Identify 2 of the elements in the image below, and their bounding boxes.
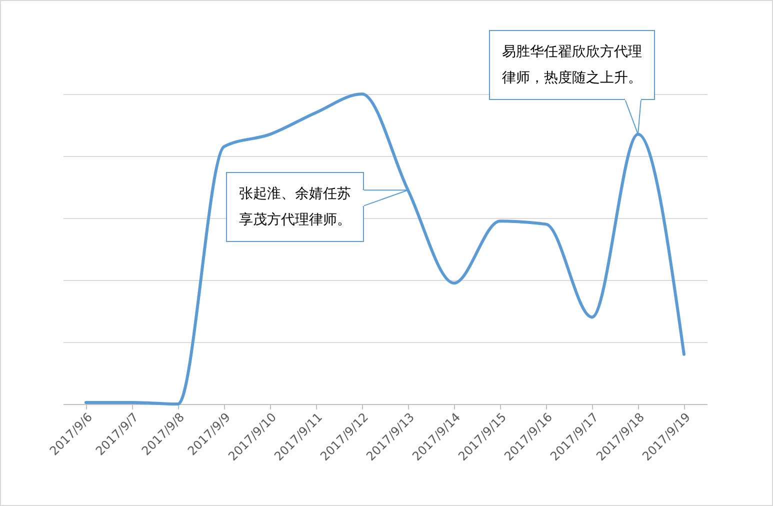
annotation: 张起淮、余婧任苏享茂方代理律师。 (226, 172, 364, 242)
annotation: 易胜华任翟欣欣方代理律师，热度随之上升。 (489, 30, 655, 100)
